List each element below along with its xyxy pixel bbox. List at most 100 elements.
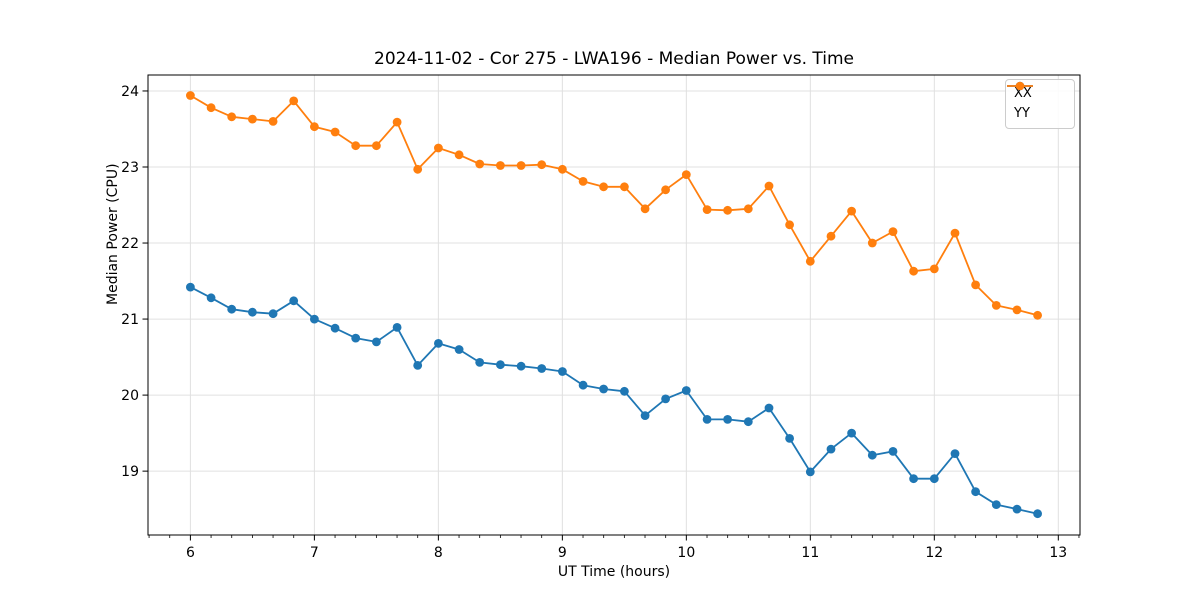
data-point [847, 206, 856, 216]
data-point [971, 487, 980, 497]
data-point [681, 170, 691, 180]
data-point [248, 114, 257, 124]
data-point [475, 159, 485, 169]
data-point [475, 358, 485, 367]
y-tick-label: 21 [121, 312, 139, 328]
data-point [413, 361, 423, 370]
data-point [805, 467, 815, 477]
data-point [1012, 305, 1022, 315]
data-point [640, 204, 650, 214]
data-point [330, 127, 340, 137]
data-point [578, 177, 588, 186]
data-point [496, 161, 505, 170]
data-point [743, 417, 753, 427]
y-tick-label: 24 [121, 84, 139, 100]
data-point [620, 182, 629, 192]
data-point [310, 314, 319, 324]
x-tick-label: 8 [434, 545, 443, 561]
data-point [743, 204, 753, 214]
x-tick-label: 11 [801, 545, 819, 561]
data-point [681, 386, 691, 395]
y-tick-label: 22 [121, 236, 139, 252]
legend-swatch-1 [1007, 81, 1033, 91]
data-point [516, 361, 526, 371]
x-minor-ticks [148, 535, 1080, 538]
data-point [764, 403, 774, 413]
data-point [392, 323, 402, 332]
data-point [1012, 504, 1022, 514]
data-point [640, 411, 650, 420]
data-point [599, 384, 608, 394]
data-point [929, 474, 939, 484]
gridlines [148, 75, 1080, 535]
data-point [289, 96, 299, 106]
x-axis-label: UT Time (hours) [557, 564, 671, 580]
data-point [186, 282, 195, 292]
y-tick-label: 20 [121, 388, 139, 404]
data-point [599, 182, 608, 192]
series-xx [186, 282, 1042, 519]
data-point [620, 386, 629, 396]
data-point [1033, 310, 1042, 320]
data-point [186, 91, 195, 100]
data-point [372, 141, 381, 151]
data-point [909, 474, 918, 484]
legend: XX YY [1005, 79, 1075, 129]
x-tick-label: 6 [186, 545, 195, 561]
data-point [723, 415, 732, 424]
data-point [227, 304, 237, 314]
data-point [558, 367, 567, 376]
data-point [723, 205, 732, 215]
x-tick-label: 10 [677, 545, 695, 561]
data-point [785, 220, 794, 230]
data-point [702, 205, 712, 215]
data-point [289, 296, 299, 306]
data-point [516, 161, 526, 170]
data-point [847, 428, 856, 438]
data-point [454, 150, 464, 160]
data-point [351, 141, 361, 151]
data-point [227, 112, 237, 122]
data-point [805, 256, 815, 266]
data-point [372, 337, 381, 347]
data-point [496, 360, 505, 370]
data-point [971, 280, 980, 290]
y-ticks: 19 20 21 22 23 24 [121, 84, 148, 480]
data-point [434, 143, 443, 153]
legend-label-yy: YY [1014, 106, 1030, 121]
data-point [909, 266, 918, 276]
data-point [434, 339, 443, 348]
data-point [454, 345, 464, 354]
x-tick-label: 12 [925, 545, 943, 561]
series-yy [186, 91, 1042, 320]
data-point [785, 434, 794, 443]
data-point [826, 231, 836, 241]
data-point [578, 380, 588, 390]
x-tick-label: 13 [1049, 545, 1067, 561]
data-point [888, 447, 898, 456]
x-tick-label: 7 [310, 545, 319, 561]
data-point [661, 394, 670, 404]
data-point [330, 323, 340, 333]
data-point [268, 309, 278, 319]
data-point [248, 307, 257, 317]
data-point [268, 117, 278, 126]
data-point [206, 293, 216, 303]
data-point [950, 228, 960, 238]
data-point [867, 238, 877, 248]
data-point [310, 122, 319, 132]
data-point [991, 301, 1001, 310]
data-point [392, 117, 402, 127]
data-point [661, 185, 670, 195]
data-point [558, 164, 567, 174]
chart-title: 2024-11-02 - Cor 275 - LWA196 - Median P… [374, 49, 854, 69]
data-point [764, 181, 774, 191]
data-point [929, 264, 939, 274]
data-point [413, 164, 423, 174]
data-point [867, 450, 877, 460]
data-point [537, 160, 547, 170]
x-ticks: 6 7 8 9 10 11 12 13 [186, 535, 1067, 561]
data-point [991, 500, 1001, 509]
axes-spines [147, 74, 1081, 536]
